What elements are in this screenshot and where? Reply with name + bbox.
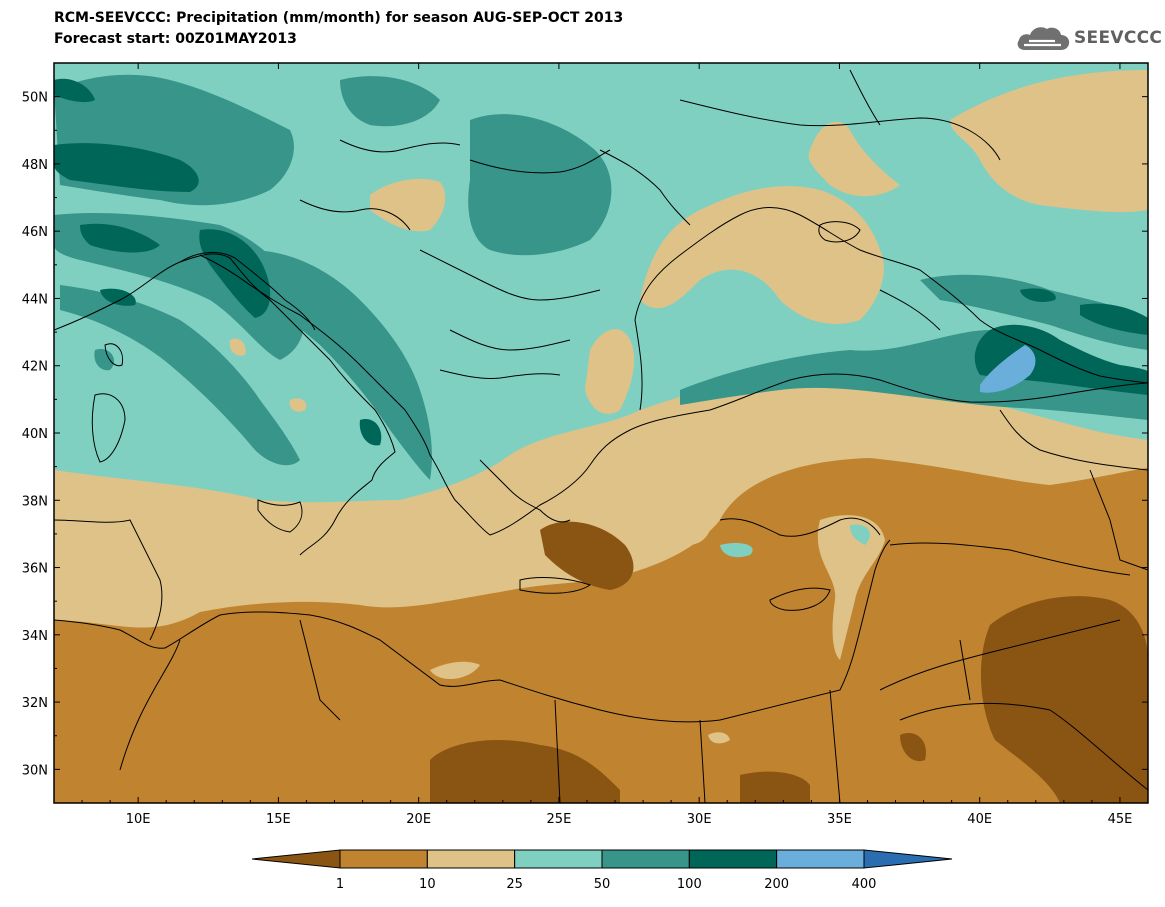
colorbar-label: 10 [419, 877, 436, 892]
x-tick-label: 25E [547, 812, 572, 827]
colorbar-box [426, 849, 516, 869]
precipitation-field [54, 63, 1148, 803]
y-tick-label: 42N [22, 360, 48, 375]
x-tick-label: 20E [406, 812, 431, 827]
logo-text: SEEVCCC [1074, 28, 1163, 48]
latitude-axis: 50N 48N 46N 44N 42N 40N 38N 36N 34N 32N 30N [22, 62, 1148, 804]
coastlines-and-borders [54, 69, 1148, 803]
y-tick-label: 36N [22, 562, 48, 577]
y-tick-label: 30N [22, 763, 48, 778]
y-tick-label: 34N [22, 629, 48, 644]
colorbar-box [601, 849, 690, 869]
colorbar-box [776, 849, 865, 869]
y-tick-label: 38N [22, 494, 48, 509]
y-tick-label: 50N [22, 91, 48, 106]
forecast-start-subtitle: Forecast start: 00Z01MAY2013 [54, 31, 297, 47]
colorbar-label: 100 [677, 877, 702, 892]
y-tick-label: 46N [22, 225, 48, 240]
seevccc-logo: SEEVCCC [1015, 20, 1162, 56]
colorbar-label: 50 [594, 877, 611, 892]
y-tick-label: 32N [22, 696, 48, 711]
colorbar-box [339, 849, 428, 869]
colorbar-box [688, 849, 778, 869]
y-tick-label: 44N [22, 292, 48, 307]
colorbar-label: 1 [336, 877, 344, 892]
colorbar-box [514, 849, 603, 869]
x-tick-label: 45E [1108, 812, 1133, 827]
x-tick-label: 30E [687, 812, 712, 827]
colorbar-upper-arrow [863, 849, 953, 869]
y-tick-label: 40N [22, 427, 48, 442]
colorbar-label: 25 [506, 877, 523, 892]
x-tick-label: 40E [967, 812, 992, 827]
cloud-icon [1017, 27, 1070, 50]
colorbar-label: 400 [852, 877, 877, 892]
x-tick-label: 15E [266, 812, 291, 827]
x-tick-label: 35E [827, 812, 852, 827]
y-tick-label: 48N [22, 158, 48, 173]
colorbar-lower-arrow [251, 849, 341, 869]
x-tick-label: 10E [126, 812, 151, 827]
colorbar: 1 10 25 50 100 200 400 [251, 849, 953, 892]
longitude-axis: 10E 15E 20E 25E 30E 35E 40E 45E [53, 63, 1149, 827]
map-title: RCM-SEEVCCC: Precipitation (mm/month) fo… [54, 10, 624, 26]
colorbar-label: 200 [764, 877, 789, 892]
